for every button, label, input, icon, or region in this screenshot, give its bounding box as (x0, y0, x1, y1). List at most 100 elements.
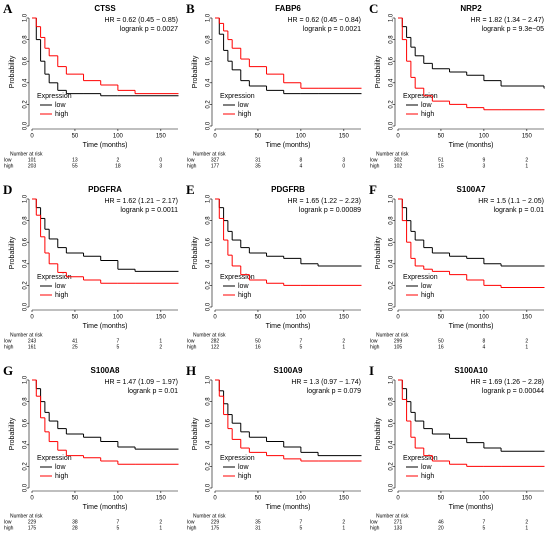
at-risk-count: 122 (211, 344, 220, 350)
at-risk-row-label: low (4, 157, 12, 163)
at-risk-count: 271 (394, 519, 403, 525)
y-tick-label: 0.6 (206, 418, 212, 427)
x-axis-label: Time (months) (266, 142, 311, 149)
at-risk-count: 2 (525, 157, 528, 163)
y-tick-label: 0.6 (23, 418, 29, 427)
legend-title: Expression (37, 93, 72, 100)
legend-label: high (238, 111, 251, 118)
at-risk-count: 1 (525, 163, 528, 169)
legend-label: low (238, 283, 249, 290)
x-axis-label: Time (months) (266, 504, 311, 511)
y-tick-label: 0.2 (206, 100, 212, 109)
at-risk-count: 5 (116, 344, 119, 350)
y-tick-label: 1.0 (23, 13, 29, 22)
panel: I S100A10 Probability Time (months) 0.0 0.2 0.… (369, 363, 545, 531)
hazard-ratio: HR = 1.62 (1.21 − 2.17) (104, 198, 178, 205)
at-risk-count: 35 (255, 163, 261, 169)
at-risk-count: 175 (211, 525, 220, 531)
y-tick-label: 0.0 (206, 121, 212, 130)
y-tick-label: 0.4 (389, 78, 395, 87)
y-tick-label: 0.4 (389, 440, 395, 449)
panel-title: S100A9 (274, 366, 303, 375)
y-tick-label: 0.2 (389, 462, 395, 471)
y-axis-label: Probability (192, 417, 199, 450)
y-tick-label: 0.8 (389, 397, 395, 406)
at-risk-count: 55 (72, 163, 78, 169)
x-tick-label: 150 (156, 496, 167, 502)
y-axis-label: Probability (375, 417, 382, 450)
at-risk-count: 46 (438, 519, 444, 525)
y-tick-label: 0.4 (389, 259, 395, 268)
hazard-ratio: HR = 1.65 (1.22 − 2.23) (287, 198, 361, 205)
x-tick-label: 100 (113, 315, 124, 321)
at-risk-count: 50 (438, 338, 444, 344)
y-tick-label: 0.4 (23, 78, 29, 87)
y-tick-label: 0.6 (206, 237, 212, 246)
panel: A CTSS Probability Time (months) 0.0 0.2 0.4 0.… (3, 1, 179, 169)
y-axis-label: Probability (375, 55, 382, 88)
at-risk-count: 7 (116, 519, 119, 525)
y-tick-label: 0.8 (389, 35, 395, 44)
hazard-ratio: HR = 0.62 (0.45 − 0.85) (104, 17, 178, 24)
at-risk-count: 1 (159, 338, 162, 344)
y-tick-label: 0.8 (206, 397, 212, 406)
at-risk-count: 2 (525, 338, 528, 344)
at-risk-count: 3 (159, 163, 162, 169)
legend-label: low (421, 283, 432, 290)
x-axis-label: Time (months) (83, 142, 128, 149)
at-risk-count: 2 (159, 344, 162, 350)
at-risk-row-label: high (4, 525, 14, 531)
at-risk-count: 2 (342, 519, 345, 525)
y-tick-label: 0.0 (23, 121, 29, 130)
x-tick-label: 100 (113, 496, 124, 502)
at-risk-count: 5 (299, 344, 302, 350)
y-tick-label: 0.2 (206, 462, 212, 471)
y-tick-label: 0.2 (23, 281, 29, 290)
legend-label: low (55, 283, 66, 290)
panel: D PDGFRA Probability Time (months) 0.0 0.2 0.4… (3, 182, 179, 350)
x-tick-label: 50 (255, 496, 262, 502)
panel-title: PDGFRA (88, 185, 122, 194)
x-tick-label: 100 (479, 496, 490, 502)
at-risk-count: 9 (482, 157, 485, 163)
panel-letter: C (369, 1, 378, 16)
y-axis-label: Probability (192, 236, 199, 269)
at-risk-count: 18 (115, 163, 121, 169)
at-risk-count: 203 (28, 163, 37, 169)
panel-title: NRP2 (460, 4, 482, 13)
at-risk-count: 38 (72, 519, 78, 525)
panel-letter: A (3, 1, 13, 16)
x-axis-label: Time (months) (266, 323, 311, 330)
at-risk-count: 243 (28, 338, 37, 344)
y-axis-label: Probability (9, 55, 16, 88)
y-tick-label: 0.8 (206, 35, 212, 44)
at-risk-count: 2 (116, 157, 119, 163)
legend-title: Expression (403, 93, 438, 100)
at-risk-count: 15 (438, 163, 444, 169)
x-tick-label: 0 (213, 496, 217, 502)
at-risk-count: 3 (342, 157, 345, 163)
at-risk-count: 31 (255, 157, 261, 163)
at-risk-count: 7 (116, 338, 119, 344)
y-axis-label: Probability (9, 417, 16, 450)
x-tick-label: 100 (479, 315, 490, 321)
at-risk-count: 0 (159, 157, 162, 163)
at-risk-count: 2 (159, 519, 162, 525)
panel-letter: G (3, 363, 13, 378)
at-risk-count: 102 (394, 163, 403, 169)
x-axis-label: Time (months) (83, 323, 128, 330)
x-axis-label: Time (months) (449, 504, 494, 511)
at-risk-count: 282 (211, 338, 220, 344)
y-tick-label: 0.2 (23, 462, 29, 471)
x-tick-label: 50 (72, 315, 79, 321)
legend-title: Expression (403, 274, 438, 281)
x-tick-label: 150 (522, 496, 533, 502)
at-risk-count: 16 (438, 344, 444, 350)
y-tick-label: 0.0 (23, 483, 29, 492)
panel: H S100A9 Probability Time (months) 0.0 0.2 0.4… (186, 363, 362, 531)
y-tick-label: 0.4 (23, 259, 29, 268)
y-tick-label: 1.0 (389, 375, 395, 384)
hazard-ratio: HR = 0.62 (0.45 − 0.84) (287, 17, 361, 24)
x-tick-label: 0 (213, 315, 217, 321)
legend-title: Expression (37, 274, 72, 281)
